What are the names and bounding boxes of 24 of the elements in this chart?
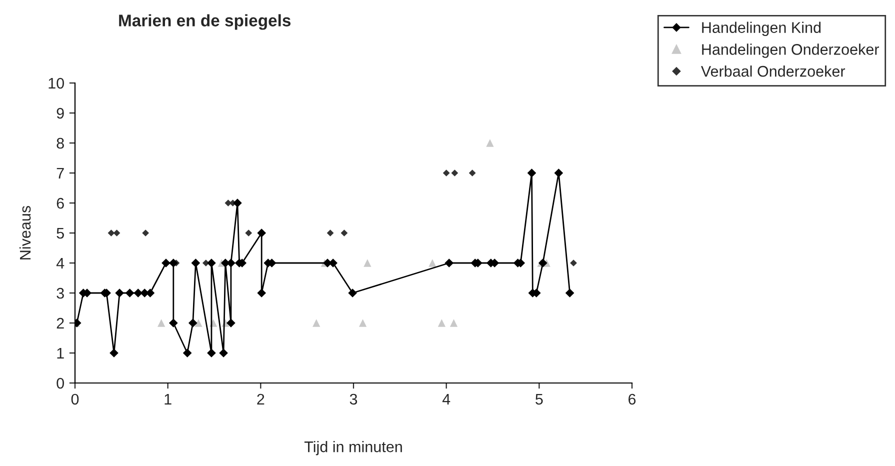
y-tick-label: 9 [56, 108, 64, 119]
chart-title: Marien en de spiegels [119, 14, 291, 30]
y-tick-label: 1 [57, 348, 64, 359]
y-tick-label: 3 [56, 288, 64, 299]
x-axis-title: Tijd in minuten [304, 440, 402, 456]
x-tick-label: 3 [350, 394, 358, 405]
x-tick-label: 6 [628, 394, 636, 405]
legend-label: Handelingen Onderzoeker [702, 44, 880, 58]
y-tick-label: 4 [56, 258, 64, 269]
legend-label: Handelingen Kind [702, 22, 821, 36]
y-tick-label: 0 [56, 378, 64, 389]
y-tick-label: 5 [56, 228, 64, 239]
y-tick-label: 8 [56, 138, 64, 149]
x-tick-label: 4 [442, 394, 450, 404]
y-axis-title: Niveaus [19, 206, 31, 260]
y-tick-label: 6 [56, 198, 64, 209]
x-tick-label: 1 [164, 394, 172, 404]
x-tick-label: 0 [71, 394, 79, 405]
x-tick-label: 2 [257, 394, 264, 404]
legend-label: Verbaal Onderzoeker [700, 66, 846, 77]
y-tick-label: 2 [56, 318, 64, 329]
y-tick-label: 10 [48, 78, 64, 89]
x-tick-label: 5 [536, 394, 543, 405]
y-tick-label: 7 [56, 168, 64, 179]
